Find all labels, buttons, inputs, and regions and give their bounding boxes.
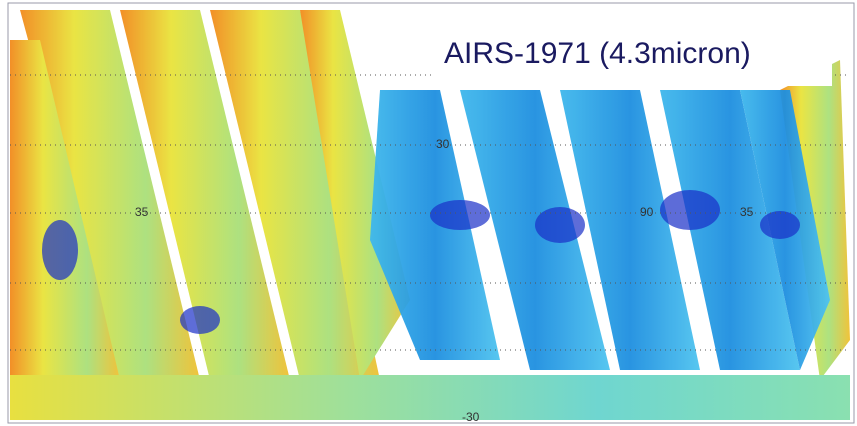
map: 30 35 90 35 -30 AIRS-1971 (4.3micron) bbox=[0, 0, 857, 426]
map-label: -30 bbox=[462, 410, 480, 424]
map-label: 90 bbox=[640, 205, 654, 219]
page: 30 35 90 35 -30 AIRS-1971 (4.3micron) bbox=[0, 0, 857, 426]
map-label: 35 bbox=[135, 205, 149, 219]
map-label: 35 bbox=[740, 205, 754, 219]
title: AIRS-1971 (4.3micron) bbox=[444, 37, 751, 70]
map-label: 30 bbox=[436, 137, 450, 151]
bottom-band bbox=[10, 375, 850, 420]
